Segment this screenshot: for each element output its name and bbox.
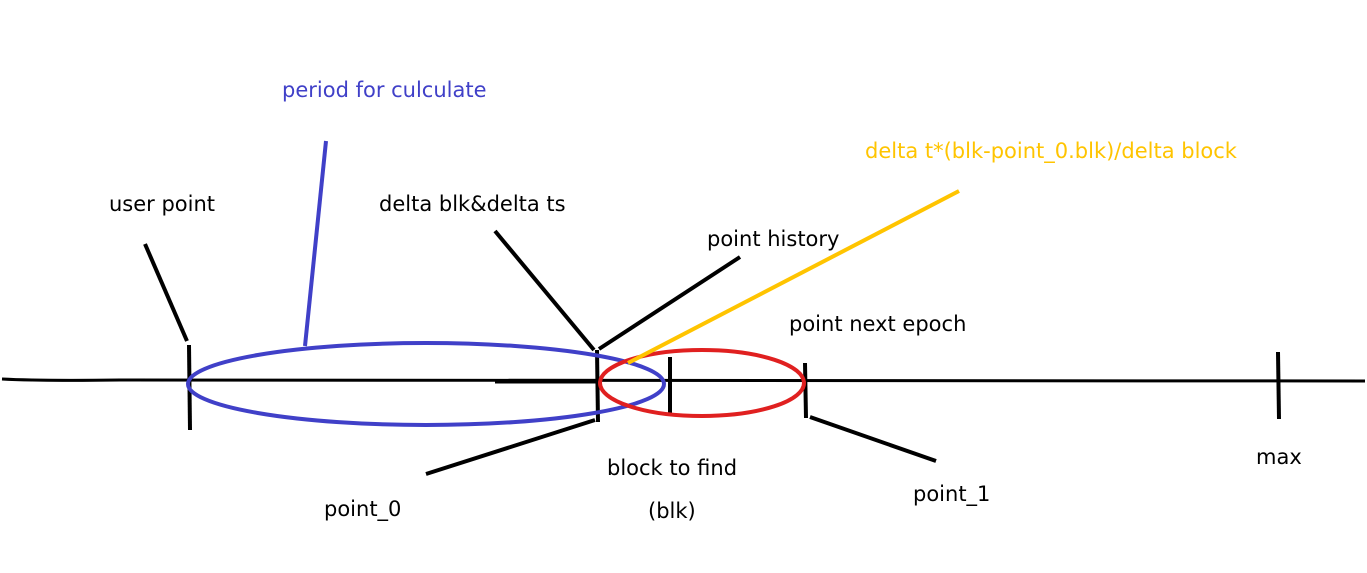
label-point-0: point_0 bbox=[324, 497, 402, 521]
tick-point-0 bbox=[595, 349, 600, 423]
label-period: period for culculate bbox=[282, 78, 487, 102]
pointer-user-point bbox=[143, 243, 189, 342]
pointer-formula bbox=[627, 189, 960, 365]
timeline-axis bbox=[1, 377, 1366, 383]
pointer-point-0 bbox=[425, 418, 596, 476]
label-delta: delta blk&delta ts bbox=[379, 192, 566, 216]
label-point-1: point_1 bbox=[913, 482, 991, 506]
pointer-point-history bbox=[597, 255, 742, 351]
label-user-point: user point bbox=[109, 192, 216, 216]
tick-max bbox=[1276, 351, 1281, 420]
tick-point-1 bbox=[803, 362, 808, 419]
label-max: max bbox=[1256, 445, 1302, 469]
label-point-history: point history bbox=[707, 227, 840, 251]
label-formula: delta t*(blk-point_0.blk)/delta block bbox=[865, 139, 1237, 163]
period-ellipse bbox=[186, 341, 666, 427]
pointer-point-1 bbox=[809, 415, 937, 463]
pointer-delta bbox=[493, 229, 596, 352]
label-blk: (blk) bbox=[648, 499, 696, 523]
label-point-next-epoch: point next epoch bbox=[789, 312, 967, 336]
label-block-to-find: block to find bbox=[607, 456, 738, 480]
epoch-ellipse bbox=[598, 348, 806, 418]
pointer-period bbox=[303, 140, 328, 347]
